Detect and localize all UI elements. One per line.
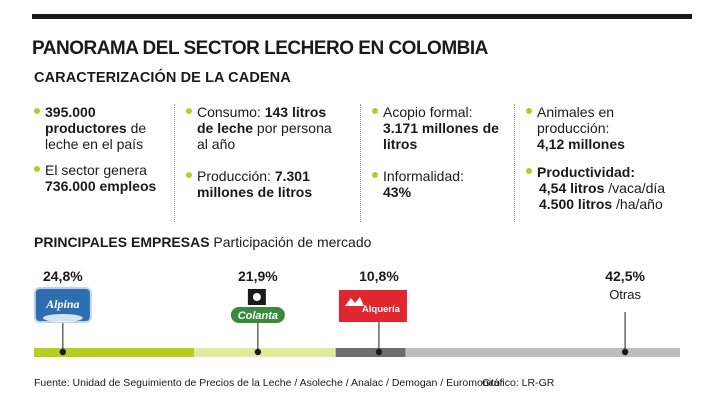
bullet-icon <box>372 172 378 178</box>
bullet-icon <box>526 168 532 174</box>
marker-dot-otras <box>621 348 629 356</box>
stat-formal-collection: Acopio formal: 3.171 millones de litros <box>372 104 502 152</box>
stat-producers: 395.000 productores de leche en el país <box>34 104 160 152</box>
market-share-title-bold: PRINCIPALES EMPRESAS <box>34 234 210 250</box>
bullet-icon <box>526 108 532 114</box>
category-label-otras: Otras <box>609 287 641 302</box>
value-label-alquería: 10,8% <box>359 268 399 284</box>
productivity-per-hectare-value: 4.500 litros <box>539 196 613 212</box>
stats-column-consumption: Consumo: 143 litros de leche por persona… <box>174 104 336 222</box>
market-share-bars <box>34 348 680 357</box>
stat-animals: Animales en producción: 4,12 millones <box>526 104 638 152</box>
bullet-icon <box>34 108 40 114</box>
bar-alquería <box>335 348 406 357</box>
bar-alpina <box>34 348 195 357</box>
alpina-logo: Alpina <box>33 287 92 323</box>
svg-text:Colanta: Colanta <box>238 310 278 322</box>
bullet-icon <box>186 108 192 114</box>
productivity-per-cow: 4,54 litros /vaca/día <box>537 180 696 196</box>
value-label-alpina: 24,8% <box>43 268 83 284</box>
stat-production-value: 7.301 millones de litros <box>197 168 313 200</box>
stat-employment-value: 736.000 empleos <box>45 178 157 194</box>
stat-formal-collection-label: Acopio formal: <box>383 104 473 120</box>
stat-consumption-value: 143 litros de leche <box>197 104 327 136</box>
column-separator <box>360 104 361 222</box>
marker-dot-alpina <box>59 348 67 356</box>
stat-employment-label: El sector genera <box>45 162 147 178</box>
source-note: Fuente: Unidad de Seguimiento de Precios… <box>34 377 504 389</box>
bar-colanta <box>194 348 336 357</box>
productivity-per-hectare-unit: /ha/año <box>612 196 663 212</box>
value-label-otras: 42,5% <box>605 268 645 284</box>
market-share-title-rest: Participación de mercado <box>209 234 372 250</box>
stat-productivity-label: Productividad: <box>537 164 636 180</box>
market-share-title: PRINCIPALES EMPRESAS Participación de me… <box>34 234 371 250</box>
svg-text:Alpina: Alpina <box>45 297 79 311</box>
page-subtitle: CARACTERIZACIÓN DE LA CADENA <box>34 70 291 86</box>
stat-informality: Informalidad: 43% <box>372 168 502 200</box>
column-separator <box>514 104 515 222</box>
svg-text:Alquería: Alquería <box>362 304 401 315</box>
stat-producers-label: de leche en el país <box>45 120 147 152</box>
productivity-per-hectare: 4.500 litros /ha/año <box>537 196 696 212</box>
top-rule <box>32 14 692 19</box>
productivity-per-cow-value: 4,54 litros <box>539 180 605 196</box>
stat-informality-value: 43% <box>383 184 412 200</box>
bullet-icon <box>34 166 40 172</box>
bullet-icon <box>186 172 192 178</box>
productivity-per-cow-unit: /vaca/día <box>604 180 666 196</box>
market-share-logos: Alpina Colanta Alquería <box>33 287 407 323</box>
stat-formal-collection-value: 3.171 millones de litros <box>383 120 499 152</box>
stats-column-animals: Animales en producción: 4,12 millones Pr… <box>514 104 696 222</box>
colanta-logo: Colanta <box>230 289 285 323</box>
marker-dot-colanta <box>254 348 262 356</box>
stat-producers-value: 395.000 productores <box>45 104 127 136</box>
stat-animals-value: 4,12 millones <box>537 136 625 152</box>
stat-consumption-unit: por persona al año <box>197 120 332 152</box>
value-label-colanta: 21,9% <box>238 268 278 284</box>
stats-column-producers: 395.000 productores de leche en el país … <box>34 104 160 204</box>
stat-productivity: Productividad: 4,54 litros /vaca/día 4.5… <box>526 164 696 212</box>
stat-production: Producción: 7.301 millones de litros <box>186 168 336 200</box>
column-separator <box>174 104 175 222</box>
stat-production-label: Producción: <box>197 168 275 184</box>
stat-consumption: Consumo: 143 litros de leche por persona… <box>186 104 336 152</box>
graphic-credit: Gráfico: LR-GR <box>482 377 555 389</box>
stat-animals-label: Animales en producción: <box>537 104 615 136</box>
alqueria-logo: Alquería <box>338 290 407 322</box>
stat-employment: El sector genera 736.000 empleos <box>34 162 160 194</box>
bullet-icon <box>372 108 378 114</box>
page-title: PANORAMA DEL SECTOR LECHERO EN COLOMBIA <box>32 38 488 59</box>
marker-dot-alquería <box>375 348 383 356</box>
market-share-labels: 24,8% 21,9% 10,8% 42,5% Otras <box>43 268 646 302</box>
stat-consumption-label: Consumo: <box>197 104 265 120</box>
stats-column-collection: Acopio formal: 3.171 millones de litros … <box>360 104 502 222</box>
bar-otras <box>405 348 680 357</box>
stat-informality-label: Informalidad: <box>383 168 464 184</box>
